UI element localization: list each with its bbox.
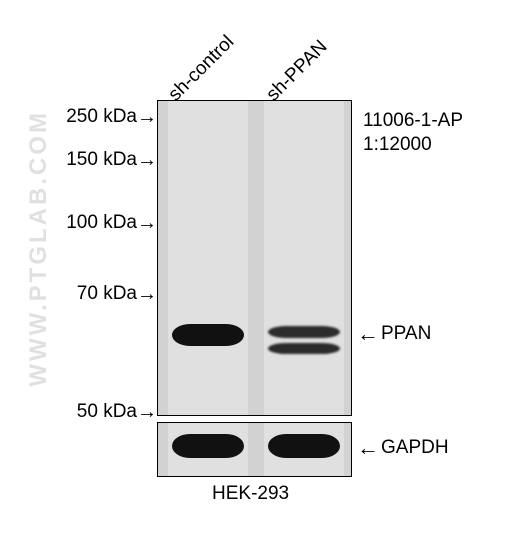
loading-band-label: ← GAPDH — [357, 437, 449, 459]
protein-band — [268, 434, 340, 458]
mw-marker: 70 kDa→ — [77, 283, 157, 305]
mw-label: 150 kDa — [66, 149, 137, 171]
mw-marker: 150 kDa→ — [66, 149, 157, 171]
target-band-label: ← PPAN — [357, 323, 431, 345]
mw-marker: 100 kDa→ — [66, 212, 157, 234]
mw-label: 250 kDa — [66, 106, 137, 128]
mw-marker: 50 kDa→ — [77, 401, 157, 423]
mw-label: 70 kDa — [77, 283, 137, 305]
gel-lane — [264, 101, 344, 415]
arrow-right-icon: → — [137, 284, 157, 304]
target-label-text: PPAN — [381, 323, 431, 345]
arrow-left-icon: ← — [357, 323, 379, 345]
gel-lane — [168, 101, 248, 415]
mw-label: 100 kDa — [66, 212, 137, 234]
antibody-dilution: 1:12000 — [363, 134, 432, 156]
lane-label-1: sh-control — [164, 31, 239, 106]
mw-label: 50 kDa — [77, 401, 137, 423]
protein-band — [172, 324, 244, 346]
antibody-catalog: 11006-1-AP — [363, 110, 463, 132]
arrow-right-icon: → — [137, 150, 157, 170]
protein-band — [268, 326, 340, 338]
lane-label-2: sh-PPAN — [262, 36, 332, 106]
protein-band — [172, 434, 244, 458]
watermark-text: WWW.PTGLAB.COM — [25, 110, 53, 387]
protein-band — [268, 343, 340, 354]
loading-label-text: GAPDH — [381, 437, 449, 459]
arrow-right-icon: → — [137, 107, 157, 127]
cell-line-label: HEK-293 — [212, 483, 289, 505]
arrow-right-icon: → — [137, 213, 157, 233]
blot-figure: WWW.PTGLAB.COM sh-control sh-PPAN 11006-… — [0, 0, 530, 550]
arrow-left-icon: ← — [357, 437, 379, 459]
mw-marker: 250 kDa→ — [66, 106, 157, 128]
arrow-right-icon: → — [137, 402, 157, 422]
